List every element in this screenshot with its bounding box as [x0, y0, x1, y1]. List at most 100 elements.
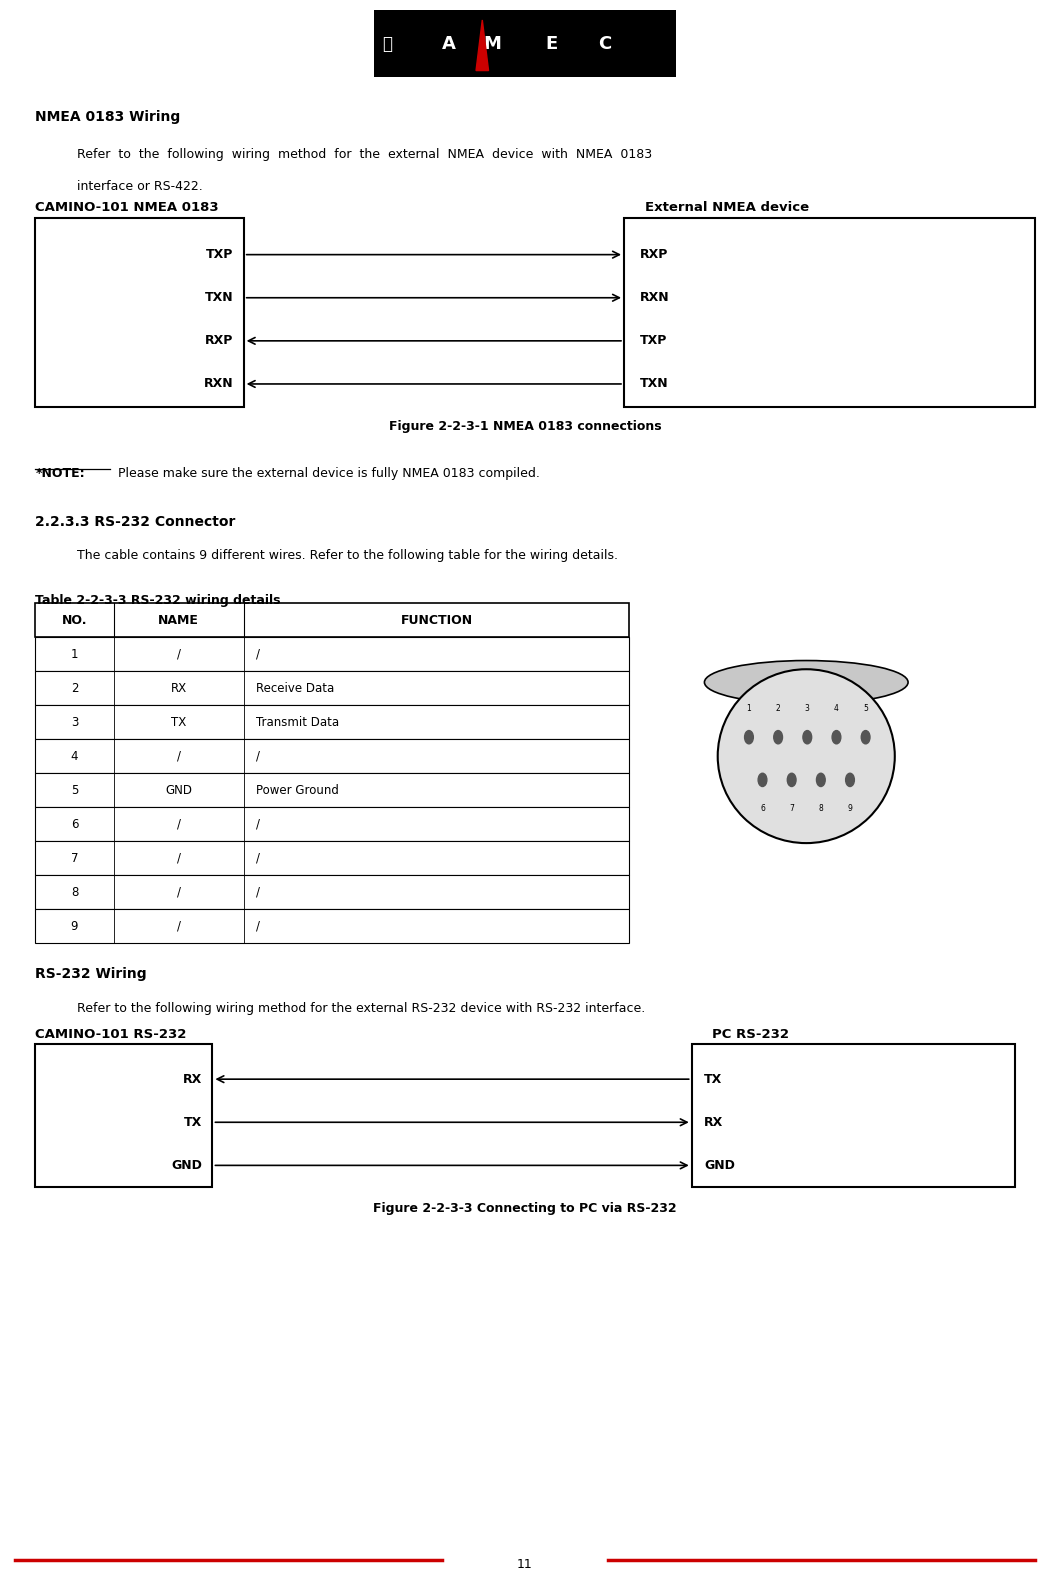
Bar: [36, 909, 629, 944]
Text: Table 2-2-3-3 RS-232 wiring details: Table 2-2-3-3 RS-232 wiring details: [36, 594, 281, 607]
Text: NMEA 0183 Wiring: NMEA 0183 Wiring: [36, 110, 181, 124]
Text: E: E: [546, 35, 559, 52]
Text: RXP: RXP: [639, 248, 668, 261]
Text: 7: 7: [790, 804, 794, 814]
Bar: [374, 11, 676, 76]
Text: 3: 3: [805, 704, 810, 713]
Circle shape: [774, 731, 782, 744]
Text: GND: GND: [705, 1158, 735, 1171]
Text: Receive Data: Receive Data: [256, 682, 335, 694]
Text: /: /: [176, 885, 181, 899]
Circle shape: [803, 731, 812, 744]
Text: 6: 6: [70, 818, 79, 831]
Text: /: /: [256, 818, 260, 831]
Circle shape: [845, 774, 855, 787]
Text: /: /: [176, 920, 181, 933]
Text: *NOTE:: *NOTE:: [36, 467, 85, 480]
Bar: [36, 739, 629, 774]
Text: 《: 《: [382, 35, 393, 52]
Text: /: /: [256, 648, 260, 661]
Text: C: C: [597, 35, 611, 52]
Bar: [36, 637, 629, 671]
Text: Refer  to  the  following  wiring  method  for  the  external  NMEA  device  wit: Refer to the following wiring method for…: [77, 148, 652, 160]
Bar: [36, 807, 629, 841]
Text: CAMINO-101 NMEA 0183: CAMINO-101 NMEA 0183: [36, 202, 219, 215]
Circle shape: [758, 774, 766, 787]
Bar: [36, 774, 629, 807]
Text: 3: 3: [70, 715, 78, 729]
Text: /: /: [256, 920, 260, 933]
Text: A: A: [442, 35, 456, 52]
Text: /: /: [256, 750, 260, 763]
Text: 1: 1: [747, 704, 752, 713]
Text: 8: 8: [70, 885, 78, 899]
Text: RXP: RXP: [205, 334, 233, 348]
Circle shape: [861, 731, 870, 744]
Text: interface or RS-422.: interface or RS-422.: [77, 180, 203, 192]
Circle shape: [788, 774, 796, 787]
Text: TXN: TXN: [205, 291, 233, 303]
Text: RXN: RXN: [204, 378, 233, 391]
Text: /: /: [256, 885, 260, 899]
Text: Figure 2-2-3-3 Connecting to PC via RS-232: Figure 2-2-3-3 Connecting to PC via RS-2…: [373, 1203, 677, 1216]
Text: RS-232 Wiring: RS-232 Wiring: [36, 966, 147, 980]
Text: FUNCTION: FUNCTION: [400, 613, 472, 626]
Text: 1: 1: [70, 648, 79, 661]
Text: TXP: TXP: [639, 334, 667, 348]
Text: 9: 9: [847, 804, 853, 814]
Text: 2: 2: [776, 704, 780, 713]
Text: NO.: NO.: [62, 613, 87, 626]
Bar: [36, 671, 629, 706]
Text: 6: 6: [760, 804, 765, 814]
Bar: [624, 218, 1035, 407]
Bar: [36, 604, 629, 637]
Polygon shape: [476, 21, 488, 70]
Text: Figure 2-2-3-1 NMEA 0183 connections: Figure 2-2-3-1 NMEA 0183 connections: [388, 419, 662, 432]
Ellipse shape: [718, 669, 895, 844]
Bar: [692, 1044, 1014, 1187]
Text: 2.2.3.3 RS-232 Connector: 2.2.3.3 RS-232 Connector: [36, 515, 236, 529]
Text: TX: TX: [171, 715, 186, 729]
Text: 8: 8: [818, 804, 823, 814]
Text: /: /: [176, 750, 181, 763]
Bar: [36, 841, 629, 876]
Text: NAME: NAME: [159, 613, 200, 626]
Text: External NMEA device: External NMEA device: [645, 202, 809, 215]
Circle shape: [817, 774, 825, 787]
Text: GND: GND: [171, 1158, 202, 1171]
Text: Power Ground: Power Ground: [256, 783, 339, 796]
Text: 2: 2: [70, 682, 79, 694]
Bar: [36, 876, 629, 909]
Circle shape: [832, 731, 841, 744]
Text: 5: 5: [70, 783, 78, 796]
Text: 11: 11: [517, 1557, 532, 1572]
Text: PC RS-232: PC RS-232: [713, 1028, 790, 1041]
Text: 5: 5: [863, 704, 868, 713]
Text: TXP: TXP: [206, 248, 233, 261]
Text: /: /: [256, 852, 260, 864]
Bar: [36, 706, 629, 739]
Text: TXN: TXN: [639, 378, 668, 391]
Text: Transmit Data: Transmit Data: [256, 715, 339, 729]
Text: 4: 4: [834, 704, 839, 713]
Text: RXN: RXN: [639, 291, 669, 303]
Text: 7: 7: [70, 852, 79, 864]
Text: 4: 4: [70, 750, 79, 763]
Text: /: /: [176, 852, 181, 864]
Text: RX: RX: [183, 1073, 202, 1085]
Text: /: /: [176, 818, 181, 831]
Text: M: M: [483, 35, 501, 52]
Text: TX: TX: [184, 1115, 202, 1128]
Text: CAMINO-101 RS-232: CAMINO-101 RS-232: [36, 1028, 187, 1041]
Text: RX: RX: [170, 682, 187, 694]
Text: /: /: [176, 648, 181, 661]
Text: GND: GND: [165, 783, 192, 796]
Bar: [36, 1044, 212, 1187]
Circle shape: [744, 731, 753, 744]
Text: RX: RX: [705, 1115, 723, 1128]
Ellipse shape: [705, 661, 908, 704]
Text: Refer to the following wiring method for the external RS-232 device with RS-232 : Refer to the following wiring method for…: [77, 1001, 646, 1014]
Bar: [36, 218, 244, 407]
Text: Please make sure the external device is fully NMEA 0183 compiled.: Please make sure the external device is …: [113, 467, 540, 480]
Text: The cable contains 9 different wires. Refer to the following table for the wirin: The cable contains 9 different wires. Re…: [77, 550, 618, 563]
